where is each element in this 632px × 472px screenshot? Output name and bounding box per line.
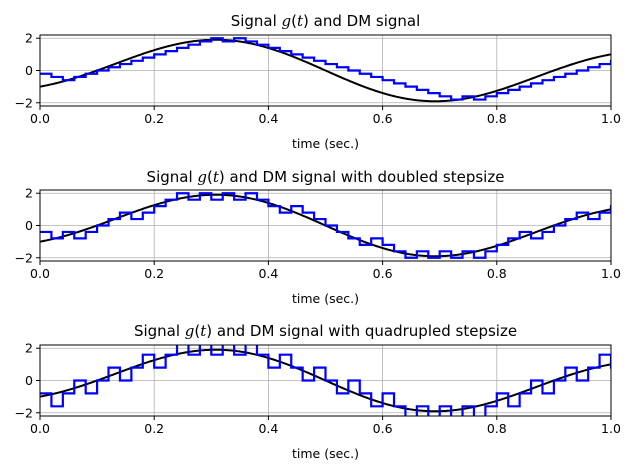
x-tick-label: 1.0	[601, 421, 621, 436]
dm-staircase-line	[40, 345, 611, 416]
signal-line	[40, 38, 611, 103]
x-tick-label: 0.8	[487, 266, 507, 281]
x-tick-label: 0.0	[30, 111, 50, 126]
x-axis-label: time (sec.)	[292, 291, 359, 306]
dm-staircase-line	[40, 192, 611, 259]
x-tick-label: 0.2	[144, 266, 164, 281]
x-axis-label: time (sec.)	[292, 136, 359, 151]
chart-title: Signal g(t) and DM signal with quadruple…	[134, 322, 517, 340]
x-axis-label: time (sec.)	[292, 446, 359, 461]
x-tick-label: 0.6	[373, 421, 393, 436]
y-tick-label: 2	[25, 186, 33, 201]
chart-title: Signal g(t) and DM signal with doubled s…	[147, 168, 505, 186]
y-tick-label: 0	[25, 218, 33, 233]
x-tick-label: 0.0	[30, 266, 50, 281]
chart-panel-2: 0.0 0.2 0.4 0.6 0.8 1.0 2 0 −2 time (sec.) Signal …	[15, 168, 621, 306]
dm-staircase-line	[40, 37, 611, 101]
y-tick-label: 2	[25, 341, 33, 356]
x-tick-label: 1.0	[601, 111, 621, 126]
chart-title: Signal g(t) and DM signal	[231, 12, 421, 30]
x-tick-label: 0.8	[487, 111, 507, 126]
y-tick-label: 0	[25, 373, 33, 388]
x-tick-label: 0.4	[258, 266, 278, 281]
x-tick-label: 0.8	[487, 421, 507, 436]
y-tick-label: 0	[25, 63, 33, 78]
x-tick-label: 0.6	[373, 266, 393, 281]
x-tick-label: 0.0	[30, 421, 50, 436]
x-tick-label: 0.6	[373, 111, 393, 126]
y-tick-label: −2	[15, 250, 33, 265]
x-tick-label: 1.0	[601, 266, 621, 281]
x-tick-label: 0.2	[144, 111, 164, 126]
y-tick-label: −2	[15, 405, 33, 420]
y-tick-label: 2	[25, 31, 33, 46]
x-tick-label: 0.4	[258, 111, 278, 126]
x-tick-label: 0.2	[144, 421, 164, 436]
x-tick-label: 0.4	[258, 421, 278, 436]
y-tick-label: −2	[15, 95, 33, 110]
chart-panel-3: 0.0 0.2 0.4 0.6 0.8 1.0 2 0 −2 time (sec.) Signal …	[15, 322, 621, 461]
chart-panel-1: 0.0 0.2 0.4 0.6 0.8 1.0 2 0 −2 time (sec.) Signal …	[15, 12, 621, 151]
